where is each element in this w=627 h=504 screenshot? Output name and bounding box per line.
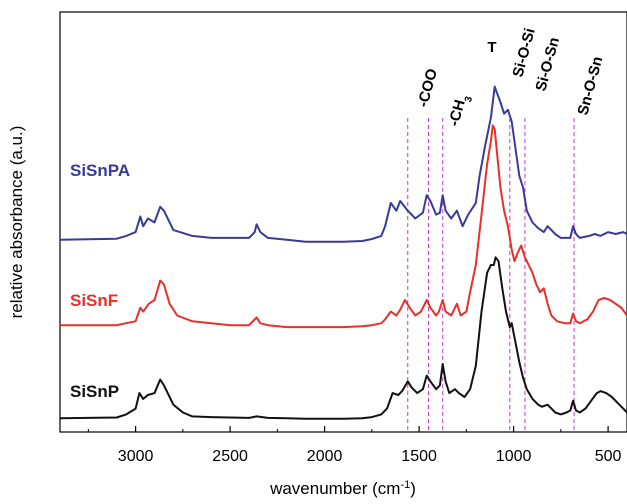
series-label-sisnf: SiSnF (70, 291, 118, 310)
x-tick-label: 1500 (401, 448, 437, 465)
x-tick-label: 1000 (496, 448, 532, 465)
annotation-1: -CH3 (445, 92, 474, 129)
x-axis-title: wavenumber (cm-1) (269, 479, 416, 498)
y-axis-title: relative absorbance (a.u.) (7, 126, 26, 319)
annotation-0: -COO (414, 66, 441, 109)
x-tick-label: 500 (595, 448, 622, 465)
vertical-marker-lines (407, 118, 575, 432)
x-axis-ticks: 3000 2500 2000 1500 1000 500 (87, 426, 622, 465)
series-line-sisnp (59, 256, 627, 420)
x-tick-label: 2500 (212, 448, 248, 465)
x-tick-label: 2000 (307, 448, 343, 465)
plot-frame (59, 11, 627, 433)
x-tick-label: 3000 (118, 448, 154, 465)
series-line-sisnpa (59, 85, 627, 243)
annotation-5: Sn-O-Sn (574, 55, 606, 117)
series-labels: SiSnPA SiSnF SiSnP (70, 161, 130, 401)
series-label-sisnp: SiSnP (70, 382, 119, 401)
annotation-2: T (487, 39, 496, 56)
annotation-3: Si-O-Si (509, 26, 538, 79)
annotation-4: Si-O-Sn (532, 36, 563, 94)
x-axis-title-sup: -1 (400, 479, 410, 491)
spectrum-series (59, 85, 627, 420)
series-line-sisnf (60, 124, 627, 329)
series-label-sisnpa: SiSnPA (70, 161, 130, 180)
